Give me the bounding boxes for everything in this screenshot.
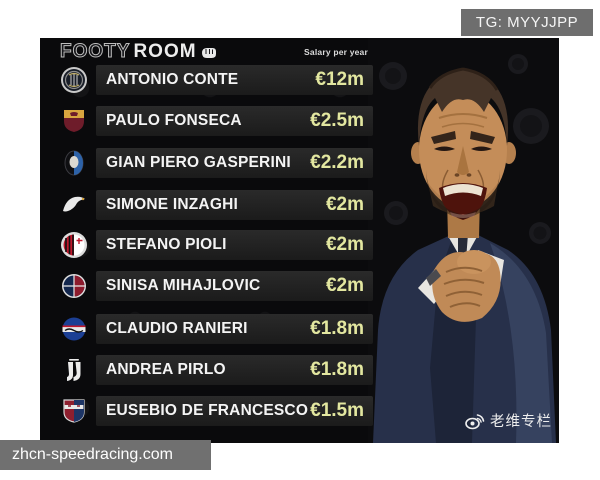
coach-name: EUSEBIO DE FRANCESCO: [106, 402, 309, 419]
salary-bar: EUSEBIO DE FRANCESCO €1.5m: [96, 396, 373, 426]
salary-bar: CLAUDIO RANIERI €1.8m: [96, 314, 373, 344]
footyroom-logo-solid-text: ROOM: [133, 41, 197, 62]
coach-salary: €2.2m: [310, 152, 364, 173]
site-watermark-text: zhcn-speedracing.com: [12, 446, 173, 463]
table-row: ANTONIO CONTE €12m: [60, 65, 420, 95]
coach-salary: €12m: [315, 69, 364, 90]
weibo-watermark: 老维专栏: [465, 410, 552, 431]
salary-bar: PAULO FONSECA €2.5m: [96, 106, 373, 136]
table-row: PAULO FONSECA €2.5m: [60, 106, 420, 136]
telegram-watermark-text: TG: MYYJJPP: [475, 14, 579, 31]
footyroom-logo: FOOTY ROOM: [59, 41, 217, 63]
coach-name: CLAUDIO RANIERI: [106, 320, 248, 337]
coach-salary: €1.8m: [310, 359, 364, 380]
roma-badge-icon: [60, 107, 88, 135]
cagliari-badge-icon: [60, 397, 88, 425]
coach-name: ANTONIO CONTE: [106, 71, 239, 88]
salary-bar: SINISA MIHAJLOVIC €2m: [96, 271, 373, 301]
coach-salary: €1.5m: [310, 400, 364, 421]
table-row: SINISA MIHAJLOVIC €2m: [60, 271, 420, 301]
footyroom-logo-outline-text: FOOTY: [59, 41, 131, 63]
salary-bar: GIAN PIERO GASPERINI €2.2m: [96, 148, 373, 178]
fist-icon: [201, 47, 216, 58]
conte-photo: [368, 38, 559, 443]
inter-milan-badge-icon: [60, 66, 88, 94]
sampdoria-badge-icon: [60, 315, 88, 343]
table-row: CLAUDIO RANIERI €1.8m: [60, 314, 420, 344]
coach-salary: €2m: [325, 275, 364, 296]
salary-infographic: FOOTY ROOM Salary per year: [40, 38, 559, 443]
conte-portrait-illustration: [368, 38, 559, 443]
salary-bar: STEFANO PIOLI €2m: [96, 230, 373, 260]
table-row: EUSEBIO DE FRANCESCO €1.5m: [60, 396, 420, 426]
coach-name: STEFANO PIOLI: [106, 236, 227, 253]
coach-salary: €1.8m: [310, 318, 364, 339]
coach-name: SIMONE INZAGHI: [106, 196, 238, 213]
coach-salary: €2m: [325, 194, 364, 215]
weibo-eye-icon: [465, 413, 485, 429]
coach-name: PAULO FONSECA: [106, 112, 242, 129]
table-row: SIMONE INZAGHI €2m: [60, 190, 420, 220]
juventus-badge-icon: [60, 356, 88, 384]
salary-bar: SIMONE INZAGHI €2m: [96, 190, 373, 220]
coach-name: ANDREA PIRLO: [106, 361, 226, 378]
bologna-badge-icon: [60, 272, 88, 300]
weibo-watermark-text: 老维专栏: [490, 414, 552, 430]
salary-bar: ANDREA PIRLO €1.8m: [96, 355, 373, 385]
ac-milan-badge-icon: [60, 231, 88, 259]
coach-salary: €2.5m: [310, 110, 364, 131]
salary-column-header: Salary per year: [304, 47, 368, 57]
table-row: GIAN PIERO GASPERINI €2.2m: [60, 148, 420, 178]
site-watermark: zhcn-speedracing.com: [0, 440, 211, 470]
salary-table: ANTONIO CONTE €12m PAULO FONSECA €2.5m: [40, 38, 559, 443]
coach-name: GIAN PIERO GASPERINI: [106, 154, 291, 171]
table-row: STEFANO PIOLI €2m: [60, 230, 420, 260]
telegram-watermark: TG: MYYJJPP: [461, 9, 593, 36]
lazio-badge-icon: [60, 191, 88, 219]
coach-name: SINISA MIHAJLOVIC: [106, 277, 261, 294]
atalanta-badge-icon: [60, 149, 88, 177]
salary-bar: ANTONIO CONTE €12m: [96, 65, 373, 95]
table-row: ANDREA PIRLO €1.8m: [60, 355, 420, 385]
coach-salary: €2m: [325, 234, 364, 255]
